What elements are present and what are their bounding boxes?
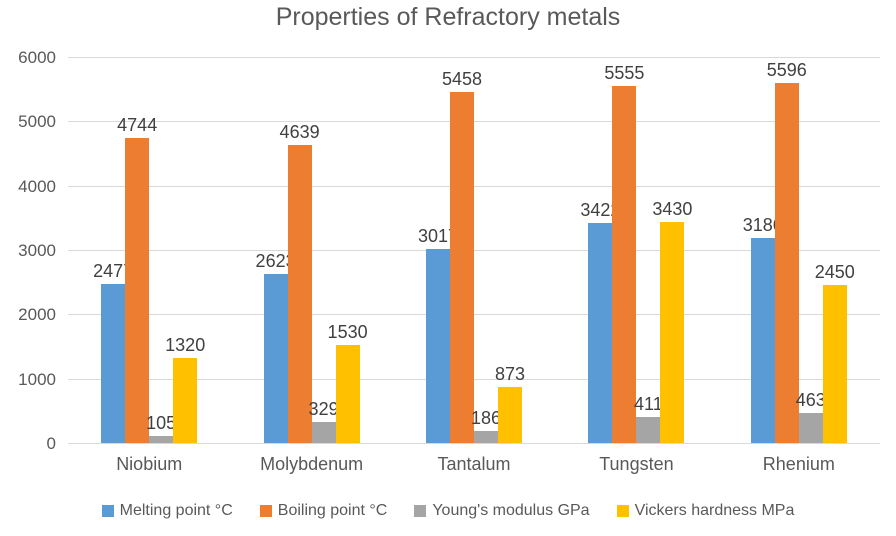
bar: 3422	[580, 200, 620, 443]
gridline	[68, 378, 880, 380]
legend-label: Vickers hardness MPa	[634, 502, 795, 519]
bar-value-label: 4744	[117, 115, 158, 135]
bar: 3017	[418, 226, 458, 443]
bar-value-label: 2450	[814, 262, 855, 282]
bar: 4744	[117, 115, 157, 443]
x-axis-label: Tantalum	[437, 454, 511, 474]
y-tick-label: 1000	[18, 369, 56, 389]
bar: 5555	[604, 63, 644, 443]
y-tick-label: 2000	[18, 305, 56, 325]
y-tick-label: 0	[46, 434, 56, 453]
bar: 329	[309, 399, 339, 443]
gridline	[68, 121, 880, 123]
bar: 1530	[328, 322, 368, 443]
bar-value-label: 5458	[441, 69, 483, 89]
bar-group: 3186 5596 463 2450	[718, 57, 880, 443]
legend-swatch-icon	[616, 505, 629, 517]
bar: 186	[471, 408, 501, 443]
legend-item: Melting point °C	[101, 502, 233, 520]
bar-value-label: 4639	[279, 122, 320, 142]
y-tick-label: 6000	[18, 48, 56, 67]
bar: 2623	[256, 251, 296, 443]
x-axis-label: Tungsten	[599, 454, 674, 474]
bar-value-label: 3186	[742, 215, 783, 235]
bar-group: 2623 4639 329 1530	[230, 57, 392, 443]
x-axis-label: Niobium	[116, 454, 183, 474]
bar-group: 3017 5458 186 873	[393, 57, 555, 443]
bar-value-label: 463	[795, 390, 826, 410]
bar-value-label: 186	[470, 408, 502, 428]
bar: 3430	[652, 199, 692, 443]
bar-value-label: 411	[634, 394, 663, 414]
bar: 3186	[743, 215, 783, 443]
plot-area: 2477 4744 105 1320 2623 4639 329 1530 3017 5458 18…	[68, 57, 880, 444]
legend-item: Young's modulus GPa	[414, 502, 590, 520]
bar: 105	[146, 413, 176, 443]
bar: 873	[495, 364, 525, 443]
y-axis: 0 1000 2000 3000 4000 5000 6000	[0, 0, 56, 536]
bar-value-label: 5596	[766, 60, 807, 80]
chart-title: Properties of Refractory metals	[275, 3, 621, 31]
gridline	[68, 250, 880, 251]
gridline	[68, 185, 880, 187]
bar-value-label: 3422	[580, 200, 621, 220]
x-axis-label: Rhenium	[762, 454, 835, 474]
y-tick-label: 5000	[18, 112, 56, 132]
gridline	[68, 314, 880, 316]
legend-label: Melting point °C	[119, 502, 233, 519]
gridline	[68, 57, 880, 58]
bar-value-label: 3430	[652, 199, 693, 219]
legend-swatch-icon	[414, 505, 427, 517]
bar-group: 3422 5555 411 3430	[555, 57, 717, 443]
legend: Melting point °C Boiling point °C Young's …	[0, 502, 896, 520]
legend-swatch-icon	[101, 505, 114, 517]
bar-group: 2477 4744 105 1320	[68, 57, 230, 443]
bar-value-label: 5555	[604, 63, 645, 83]
y-tick-label: 4000	[18, 176, 56, 196]
bar-value-label: 873	[494, 364, 526, 384]
bar-value-label: 105	[146, 413, 177, 433]
bar-value-label: 1530	[327, 322, 368, 342]
bar: 4639	[280, 122, 320, 443]
bar-value-label: 329	[308, 399, 339, 419]
bar-value-label: 1320	[165, 335, 206, 355]
legend-label: Young's modulus GPa	[432, 502, 590, 519]
legend-swatch-icon	[259, 505, 272, 517]
y-tick-label: 3000	[18, 241, 56, 260]
x-axis: Niobium Molybdenum Tantalum Tungsten Rhenium	[68, 454, 880, 475]
bar: 5596	[767, 60, 807, 443]
bar: 411	[634, 394, 663, 443]
bar-value-label: 2477	[93, 261, 134, 281]
bar-value-label: 2623	[255, 251, 296, 271]
legend-item: Vickers hardness MPa	[616, 502, 795, 520]
bar: 5458	[442, 69, 482, 443]
bar: 2477	[93, 261, 133, 443]
bar-value-label: 3017	[417, 226, 459, 246]
legend-item: Boiling point °C	[259, 502, 388, 520]
x-axis-label: Molybdenum	[260, 454, 364, 474]
bar: 463	[796, 390, 826, 443]
bar: 2450	[815, 262, 855, 443]
legend-label: Boiling point °C	[277, 502, 388, 519]
bar: 1320	[165, 335, 205, 443]
